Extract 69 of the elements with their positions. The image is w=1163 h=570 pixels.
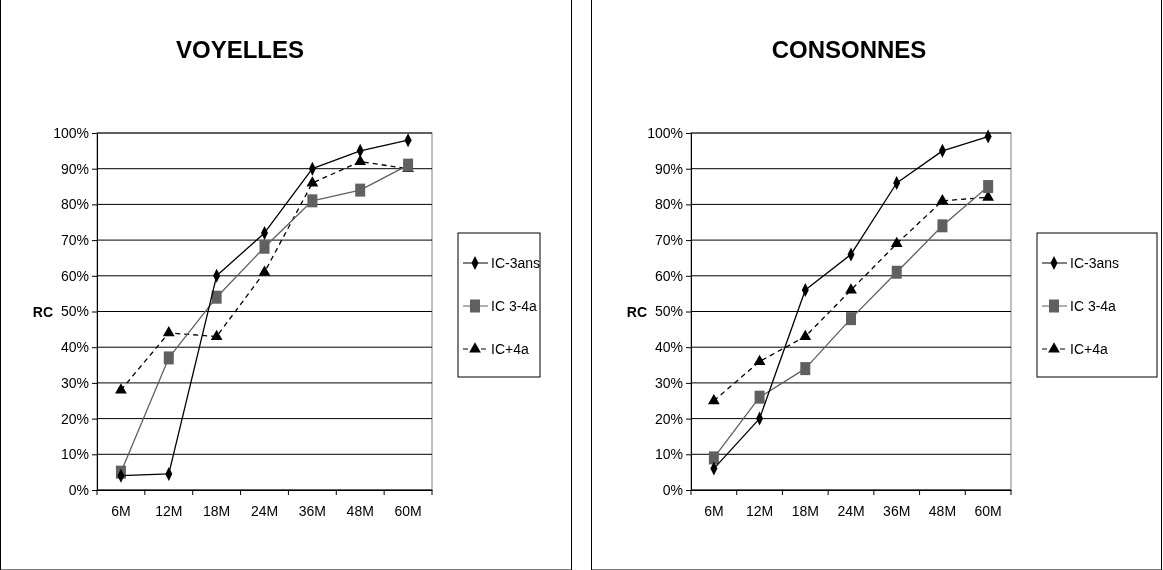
x-tick-label: 60M [974,502,1002,519]
point [259,240,270,254]
y-tick-label: 90% [60,160,89,177]
y-tick-label: 10% [654,446,683,463]
point [890,236,903,248]
y-tick-label: 30% [60,374,89,391]
y-tick-label: 80% [654,196,683,213]
point [211,290,222,304]
point [845,283,857,294]
y-tick-label: 20% [654,410,683,427]
y-tick-label: 100% [53,124,89,141]
point [163,351,174,365]
point [800,362,811,376]
legend-label: IC+4a [491,340,529,357]
point [258,265,271,276]
legend-label: IC 3-4a [491,297,538,314]
y-tick-label: 30% [654,374,683,391]
point [846,312,856,326]
y-tick-label: 70% [60,232,89,249]
x-tick-label: 12M [745,502,774,519]
y-tick-label: 60% [60,267,89,284]
point [162,326,175,337]
x-tick-label: 36M [883,502,911,519]
y-tick-label: 10% [60,446,89,463]
y-tick-label: 0% [68,481,89,498]
point [306,176,319,187]
legend-label: IC+4a [1070,340,1108,357]
point [754,390,765,404]
x-tick-label: 6M [111,502,131,519]
point [891,265,902,279]
chart-title: CONSONNES [771,36,927,63]
y-axis-title: RC [32,303,53,320]
y-tick-label: 100% [647,124,683,141]
legend-label: IC-3ans [491,254,541,271]
x-tick-label: 24M [250,502,279,519]
point [355,183,366,197]
legend-label: IC 3-4a [1070,297,1117,314]
chart-title: VOYELLES [175,36,305,63]
point [707,393,720,405]
x-tick-label: 6M [704,502,724,519]
point [708,451,719,465]
point [307,194,318,208]
y-tick-label: 40% [654,339,683,356]
x-tick-label: 60M [394,502,422,519]
y-axis-title: RC [626,303,647,320]
x-tick-label: 18M [203,502,231,519]
x-tick-label: 24M [837,502,865,519]
y-tick-label: 20% [60,410,89,427]
x-tick-label: 18M [791,502,819,519]
point [937,219,948,233]
x-tick-label: 48M [928,502,957,519]
x-tick-label: 48M [346,502,374,519]
y-tick-label: 80% [60,196,89,213]
point [753,354,766,365]
y-tick-label: 70% [654,232,683,249]
y-tick-label: 40% [60,339,89,356]
point [210,329,223,340]
y-tick-label: 90% [654,160,683,177]
y-tick-label: 0% [662,481,683,498]
point [115,383,127,394]
point [799,329,812,340]
y-tick-label: 50% [60,303,89,320]
y-tick-label: 50% [654,303,683,320]
x-tick-label: 36M [298,502,326,519]
y-tick-label: 60% [654,267,683,284]
point [936,194,949,205]
x-tick-label: 12M [155,502,183,519]
legend-label: IC-3ans [1070,254,1120,271]
point [983,180,994,194]
